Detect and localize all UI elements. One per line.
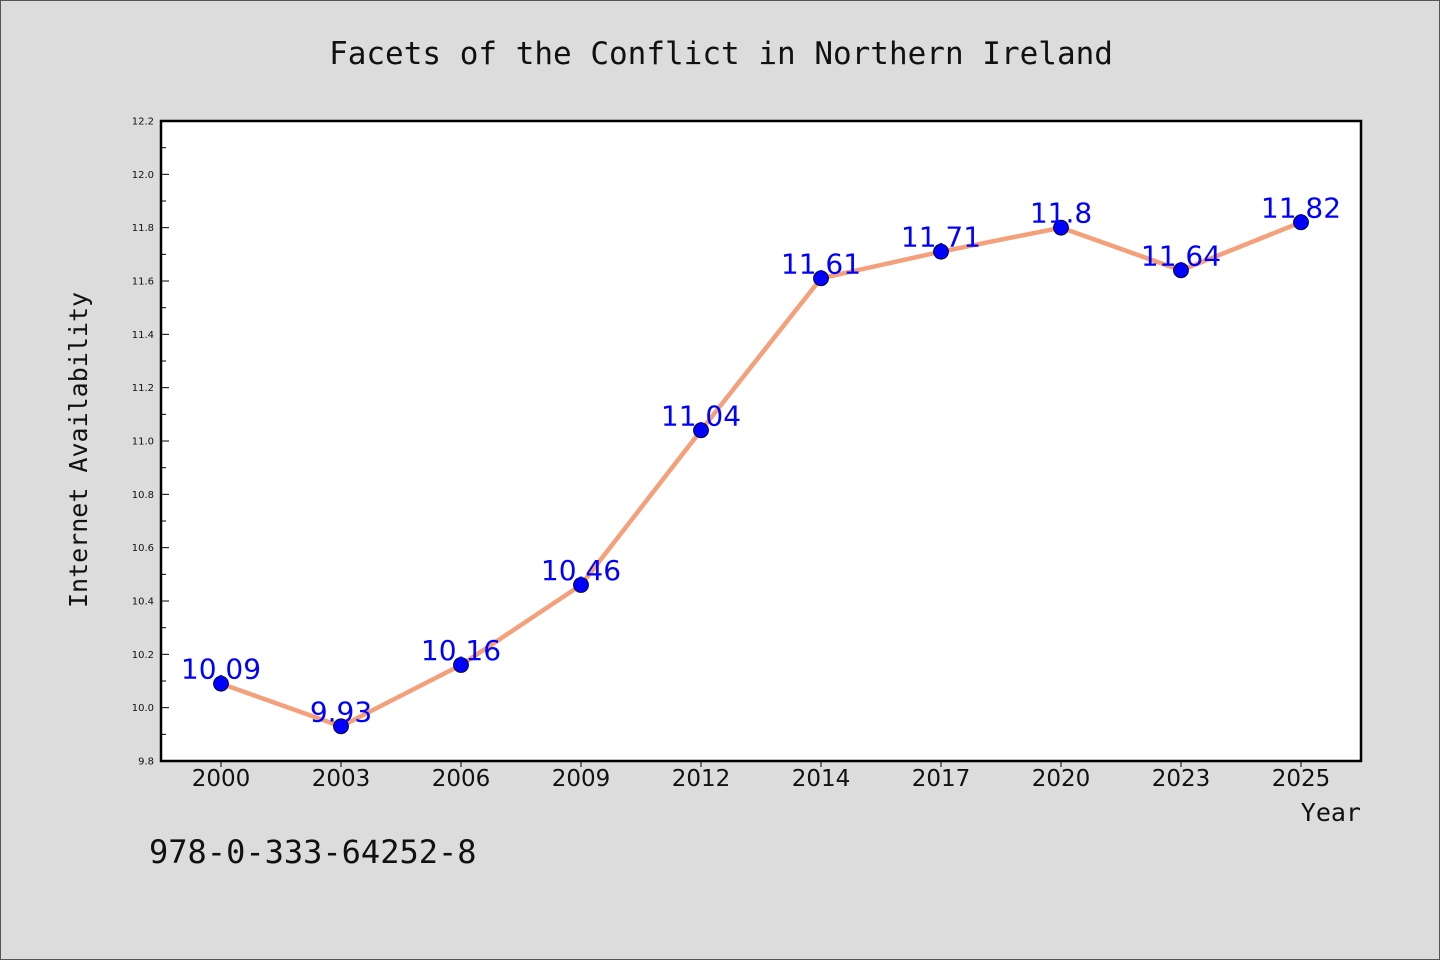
y-axis-label: Internet Availability	[64, 292, 93, 608]
x-tick-label: 2000	[192, 766, 251, 792]
data-point	[813, 270, 829, 287]
x-axis-ticks: 2000 2003 2006 2009 2012 2014 2017 2020 2023 2025	[192, 761, 1331, 792]
y-tick-label: 9.8	[138, 757, 154, 768]
data-point	[573, 577, 589, 593]
data-label: 11.04	[661, 399, 741, 432]
y-tick-label: 10.2	[132, 650, 154, 661]
x-tick-label: 2006	[432, 766, 491, 792]
data-label: 11.71	[901, 221, 981, 254]
y-tick-label: 10.0	[132, 703, 154, 714]
data-point	[1053, 219, 1069, 236]
y-tick-label: 11.0	[132, 437, 154, 448]
x-tick-label: 2012	[672, 766, 731, 792]
data-label: 9.93	[310, 695, 372, 728]
chart-title: Facets of the Conflict in Northern Irela…	[329, 36, 1113, 72]
y-tick-label: 10.8	[132, 490, 154, 501]
y-tick-label: 12.2	[132, 117, 154, 128]
plot-frame	[159, 119, 1363, 763]
data-label: 10.16	[421, 634, 501, 667]
data-label: 11.61	[781, 247, 861, 280]
x-axis-label: Year	[1301, 798, 1361, 827]
x-tick-label: 2003	[312, 766, 371, 792]
data-point	[933, 243, 949, 260]
series-group: 10.09 9.93 10.16 10.46 11.04 11.61 11.71 11.8 11…	[181, 191, 1341, 735]
data-label: 11.82	[1261, 191, 1341, 224]
plot-area	[161, 121, 1361, 761]
y-tick-label: 11.4	[132, 330, 154, 341]
x-tick-label: 2009	[552, 766, 611, 792]
y-tick-label: 10.4	[132, 597, 154, 608]
x-tick-label: 2017	[912, 766, 971, 792]
data-point	[693, 422, 709, 439]
data-point	[453, 657, 469, 673]
data-label: 11.64	[1141, 239, 1221, 272]
x-tick-label: 2025	[1272, 766, 1331, 792]
data-point	[333, 718, 349, 735]
x-tick-label: 2023	[1152, 766, 1211, 792]
data-label: 10.46	[541, 554, 621, 587]
y-tick-label: 11.6	[132, 277, 154, 288]
series-line	[220, 220, 1302, 729]
y-tick-label: 11.2	[132, 383, 154, 394]
y-tick-label: 10.6	[132, 543, 154, 554]
data-label: 10.09	[181, 653, 261, 686]
isbn-code: 978-0-333-64252-8	[149, 833, 477, 871]
data-point	[1173, 262, 1189, 279]
x-tick-label: 2020	[1032, 766, 1091, 792]
data-point	[213, 675, 229, 692]
data-label: 11.8	[1030, 197, 1092, 230]
y-axis-ticks: 9.8 10.0 10.2 10.4 10.6 10.8 11.0 11.2 11.4 11.6 1…	[132, 117, 169, 768]
x-tick-label: 2014	[792, 766, 851, 792]
y-tick-label: 11.8	[132, 223, 154, 234]
y-tick-label: 12.0	[132, 170, 154, 181]
data-point	[1293, 214, 1309, 231]
